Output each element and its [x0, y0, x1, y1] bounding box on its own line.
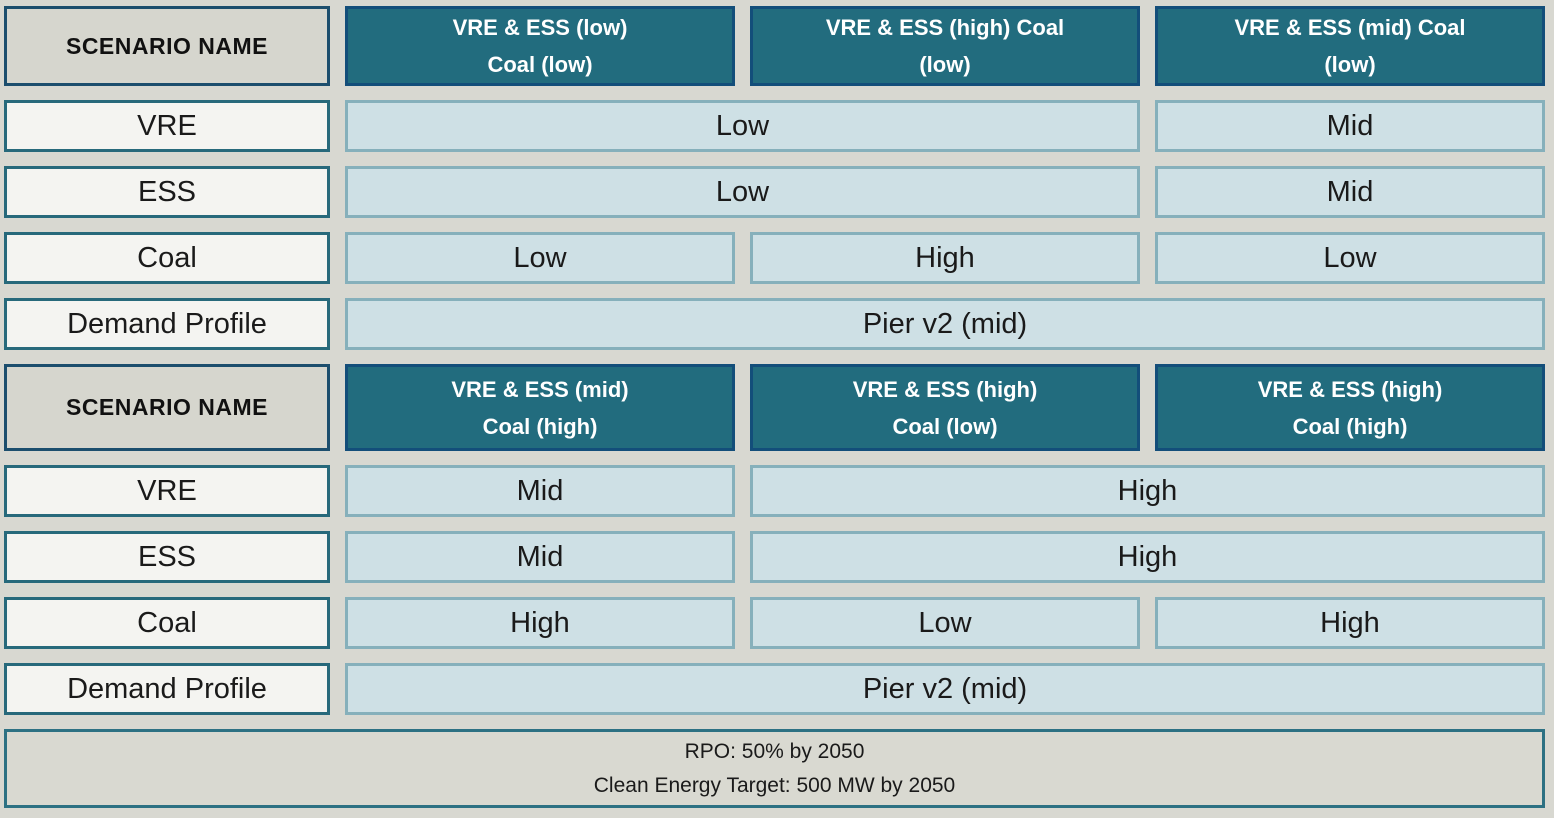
column-header: VRE & ESS (high) Coal (high)	[1155, 364, 1545, 451]
value-cell: High	[345, 597, 735, 649]
value-cell: Low	[1155, 232, 1545, 284]
value-cell: Low	[345, 166, 1140, 218]
row-label: ESS	[4, 531, 330, 583]
row-label: Coal	[4, 232, 330, 284]
header-line: VRE & ESS (mid) Coal	[1234, 15, 1466, 40]
value-cell: Low	[345, 232, 735, 284]
row-label: Demand Profile	[4, 663, 330, 715]
footer-note: RPO: 50% by 2050 Clean Energy Target: 50…	[4, 729, 1545, 808]
value-cell: High	[750, 232, 1140, 284]
scenario-name-header: SCENARIO NAME	[4, 364, 330, 451]
row-label: VRE	[4, 100, 330, 152]
column-header: VRE & ESS (low) Coal (low)	[345, 6, 735, 86]
value-cell: Pier v2 (mid)	[345, 663, 1545, 715]
footer-line: RPO: 50% by 2050	[684, 739, 865, 763]
row-label: VRE	[4, 465, 330, 517]
value-cell: High	[1155, 597, 1545, 649]
value-cell: Mid	[1155, 100, 1545, 152]
row-label: Demand Profile	[4, 298, 330, 350]
value-cell: Pier v2 (mid)	[345, 298, 1545, 350]
header-line: VRE & ESS (low)	[452, 15, 628, 40]
header-line: (low)	[919, 52, 971, 77]
header-line: Coal (high)	[482, 413, 598, 439]
value-cell: High	[750, 465, 1545, 517]
value-cell: High	[750, 531, 1545, 583]
header-line: Coal (low)	[892, 413, 998, 439]
header-line: Coal (low)	[487, 52, 593, 77]
row-label: ESS	[4, 166, 330, 218]
header-line: VRE & ESS (high) Coal	[825, 15, 1065, 40]
header-line: (low)	[1324, 52, 1376, 77]
column-header: VRE & ESS (mid) Coal (low)	[1155, 6, 1545, 86]
header-line: VRE & ESS (high)	[852, 376, 1038, 402]
value-cell: Mid	[345, 531, 735, 583]
row-label: Coal	[4, 597, 330, 649]
value-cell: Low	[345, 100, 1140, 152]
value-cell: Mid	[345, 465, 735, 517]
footer-line: Clean Energy Target: 500 MW by 2050	[593, 773, 956, 797]
column-header: VRE & ESS (high) Coal (low)	[750, 364, 1140, 451]
column-header: VRE & ESS (high) Coal (low)	[750, 6, 1140, 86]
header-line: VRE & ESS (high)	[1257, 376, 1443, 402]
header-line: VRE & ESS (mid)	[451, 376, 629, 402]
header-line: Coal (high)	[1292, 413, 1408, 439]
column-header: VRE & ESS (mid) Coal (high)	[345, 364, 735, 451]
scenario-name-header: SCENARIO NAME	[4, 6, 330, 86]
value-cell: Mid	[1155, 166, 1545, 218]
value-cell: Low	[750, 597, 1140, 649]
